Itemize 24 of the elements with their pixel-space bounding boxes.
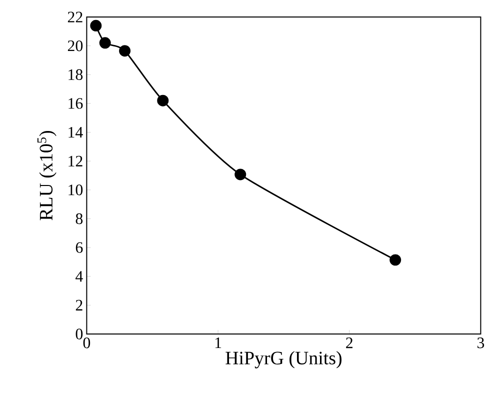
- point: [90, 20, 102, 32]
- point: [99, 37, 111, 49]
- y-tick-label: 16: [68, 98, 83, 109]
- y-tick-label: 14: [68, 127, 83, 138]
- y-tick-label: 10: [68, 184, 83, 196]
- x-tick-label: 0: [83, 338, 90, 348]
- y-axis-title: RLU (x10$^{5}$): [37, 130, 56, 220]
- point: [119, 45, 131, 57]
- y-tick-label: 22: [68, 12, 82, 22]
- x-axis-title: HiPyrG (Units): [226, 351, 342, 368]
- y-tick-label: 8: [76, 213, 83, 224]
- y-tick-label: 6: [76, 242, 83, 253]
- x-tick-label: 1: [215, 338, 222, 348]
- point: [157, 94, 169, 106]
- y-tick-label: 2: [76, 300, 82, 310]
- y-tick-label: 0: [76, 328, 83, 340]
- y-tick-label: 20: [68, 40, 83, 52]
- y-tick-label: 12: [68, 156, 82, 166]
- point: [234, 168, 246, 180]
- y-tick-label: 18: [68, 69, 83, 80]
- y-tick-label: 4: [76, 271, 83, 282]
- x-tick-label: 3: [477, 338, 484, 348]
- point: [390, 254, 402, 266]
- x-tick-label: 2: [346, 338, 352, 348]
